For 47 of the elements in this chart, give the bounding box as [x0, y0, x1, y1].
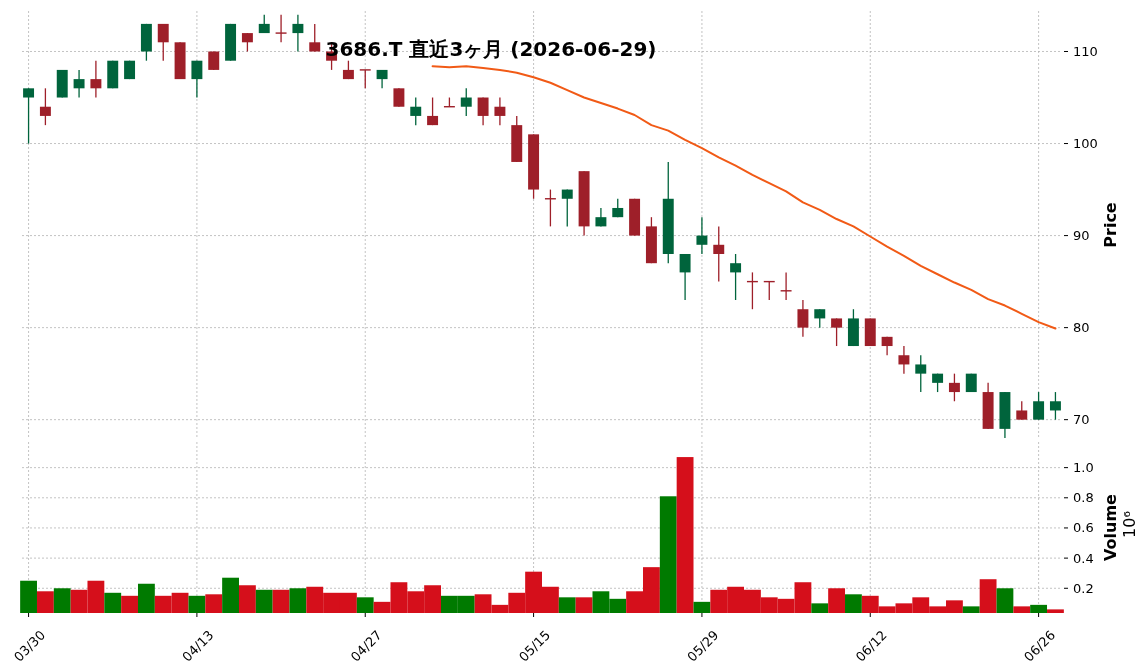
candlestick [915, 354, 927, 393]
candlestick [359, 69, 371, 89]
y-tick-label: 0.2 [1073, 580, 1094, 596]
candlestick [90, 60, 102, 99]
candlestick [477, 96, 489, 126]
candlestick [309, 23, 321, 53]
y-tick-label: 0.4 [1073, 550, 1094, 566]
candlestick [561, 188, 573, 228]
y-axis-title: Price [1100, 202, 1120, 248]
candlestick [814, 308, 826, 329]
y-tick-label: 1.0 [1073, 460, 1094, 476]
candlestick [780, 271, 792, 301]
candlestick [679, 253, 691, 301]
candlestick [713, 225, 725, 283]
candlestick [1033, 391, 1045, 421]
candlestick [39, 87, 51, 126]
candlestick [730, 253, 742, 301]
candlestick [460, 87, 472, 117]
candlestick [393, 87, 405, 108]
candlestick [292, 14, 304, 53]
candlestick [157, 23, 169, 62]
candlestick [797, 299, 809, 338]
y-tick-label: 100 [1073, 136, 1098, 152]
candlestick [831, 317, 843, 347]
candlestick [1049, 391, 1061, 421]
candlestick [73, 69, 85, 99]
candlestick [696, 216, 708, 255]
y-tick-label: 90 [1073, 228, 1090, 244]
candlestick [275, 14, 287, 43]
y-tick-label: 0.8 [1073, 490, 1094, 506]
y-tick-label: 110 [1073, 44, 1098, 59]
candlestick [1016, 400, 1028, 421]
candlestick [948, 373, 960, 402]
candlestick [427, 96, 439, 126]
candlestick [494, 96, 506, 126]
candlestick [191, 60, 203, 99]
candlestick [898, 345, 910, 375]
y-axis-title: Volume [1100, 493, 1120, 561]
line-series [431, 65, 1057, 330]
y-tick-label: 70 [1073, 412, 1090, 428]
candlestick [23, 87, 35, 145]
candlestick [241, 32, 253, 53]
candlestick [410, 96, 422, 126]
y-tick-label: 80 [1073, 320, 1090, 336]
text: 10⁶ [1119, 511, 1139, 538]
candlestick [208, 50, 220, 71]
y-tick-label: 0.6 [1073, 520, 1094, 536]
